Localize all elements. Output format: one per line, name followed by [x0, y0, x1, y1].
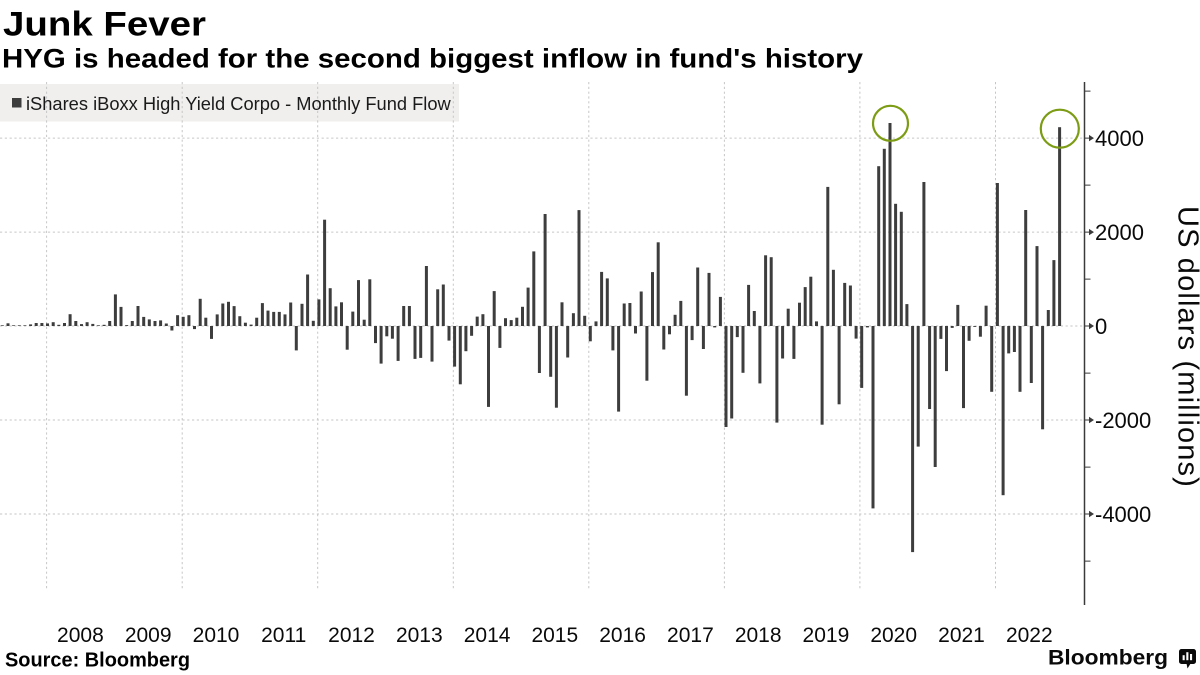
svg-text:2011: 2011: [261, 624, 306, 647]
svg-text:2020: 2020: [870, 624, 917, 647]
svg-text:2014: 2014: [464, 624, 511, 647]
svg-text:iShares iBoxx High Yield Corpo: iShares iBoxx High Yield Corpo - Monthly…: [26, 93, 452, 114]
svg-text:4000: 4000: [1095, 126, 1144, 151]
svg-text:Source: Bloomberg: Source: Bloomberg: [5, 650, 190, 672]
svg-text:Junk Fever: Junk Fever: [3, 6, 206, 44]
svg-text:Bloomberg: Bloomberg: [1048, 646, 1168, 670]
svg-text:2010: 2010: [193, 624, 240, 647]
svg-text:2015: 2015: [531, 624, 578, 647]
svg-text:2021: 2021: [938, 624, 985, 647]
svg-text:2012: 2012: [328, 624, 375, 647]
svg-text:2017: 2017: [667, 624, 714, 647]
svg-text:2013: 2013: [396, 624, 443, 647]
svg-text:2016: 2016: [599, 624, 646, 647]
svg-text:2009: 2009: [125, 624, 172, 647]
svg-text:2019: 2019: [803, 624, 850, 647]
svg-text:-4000: -4000: [1095, 502, 1151, 527]
svg-text:HYG is headed for the second b: HYG is headed for the second biggest inf…: [2, 44, 863, 74]
svg-text:2008: 2008: [57, 624, 104, 647]
svg-text:2022: 2022: [1006, 624, 1053, 647]
svg-text:2018: 2018: [735, 624, 782, 647]
svg-text:2000: 2000: [1095, 220, 1144, 245]
svg-text:0: 0: [1095, 314, 1107, 339]
svg-text:-2000: -2000: [1095, 408, 1151, 433]
svg-text:US dollars (millions): US dollars (millions): [1171, 206, 1200, 488]
